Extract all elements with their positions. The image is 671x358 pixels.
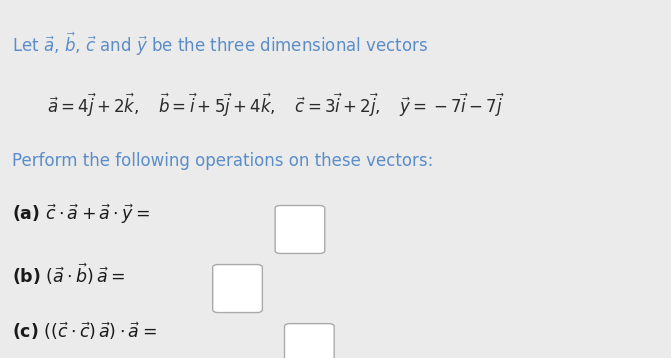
Text: Perform the following operations on these vectors:: Perform the following operations on thes…: [12, 152, 433, 170]
Text: $\mathbf{(b)}$ $(\vec{a}\cdot\vec{b})\,\vec{a}=$: $\mathbf{(b)}$ $(\vec{a}\cdot\vec{b})\,\…: [12, 261, 125, 287]
FancyBboxPatch shape: [275, 205, 325, 253]
Text: $\vec{a} = 4\vec{j}+2\vec{k},\quad\vec{b} = \vec{i}+5\vec{j}+4\vec{k},\quad\vec{: $\vec{a} = 4\vec{j}+2\vec{k},\quad\vec{b…: [47, 91, 505, 119]
Text: Let $\vec{a}$, $\vec{b}$, $\vec{c}$ and $\vec{y}$ be the three dimensional vecto: Let $\vec{a}$, $\vec{b}$, $\vec{c}$ and …: [12, 30, 429, 58]
Text: $\mathbf{(a)}$ $\vec{c}\cdot\vec{a}+\vec{a}\cdot\vec{y}=$: $\mathbf{(a)}$ $\vec{c}\cdot\vec{a}+\vec…: [12, 202, 150, 226]
Text: $\mathbf{(c)}$ $((\vec{c}\cdot\vec{c})\,\vec{a})\cdot\vec{a}=$: $\mathbf{(c)}$ $((\vec{c}\cdot\vec{c})\,…: [12, 320, 157, 342]
FancyBboxPatch shape: [213, 265, 262, 313]
FancyBboxPatch shape: [285, 324, 334, 358]
